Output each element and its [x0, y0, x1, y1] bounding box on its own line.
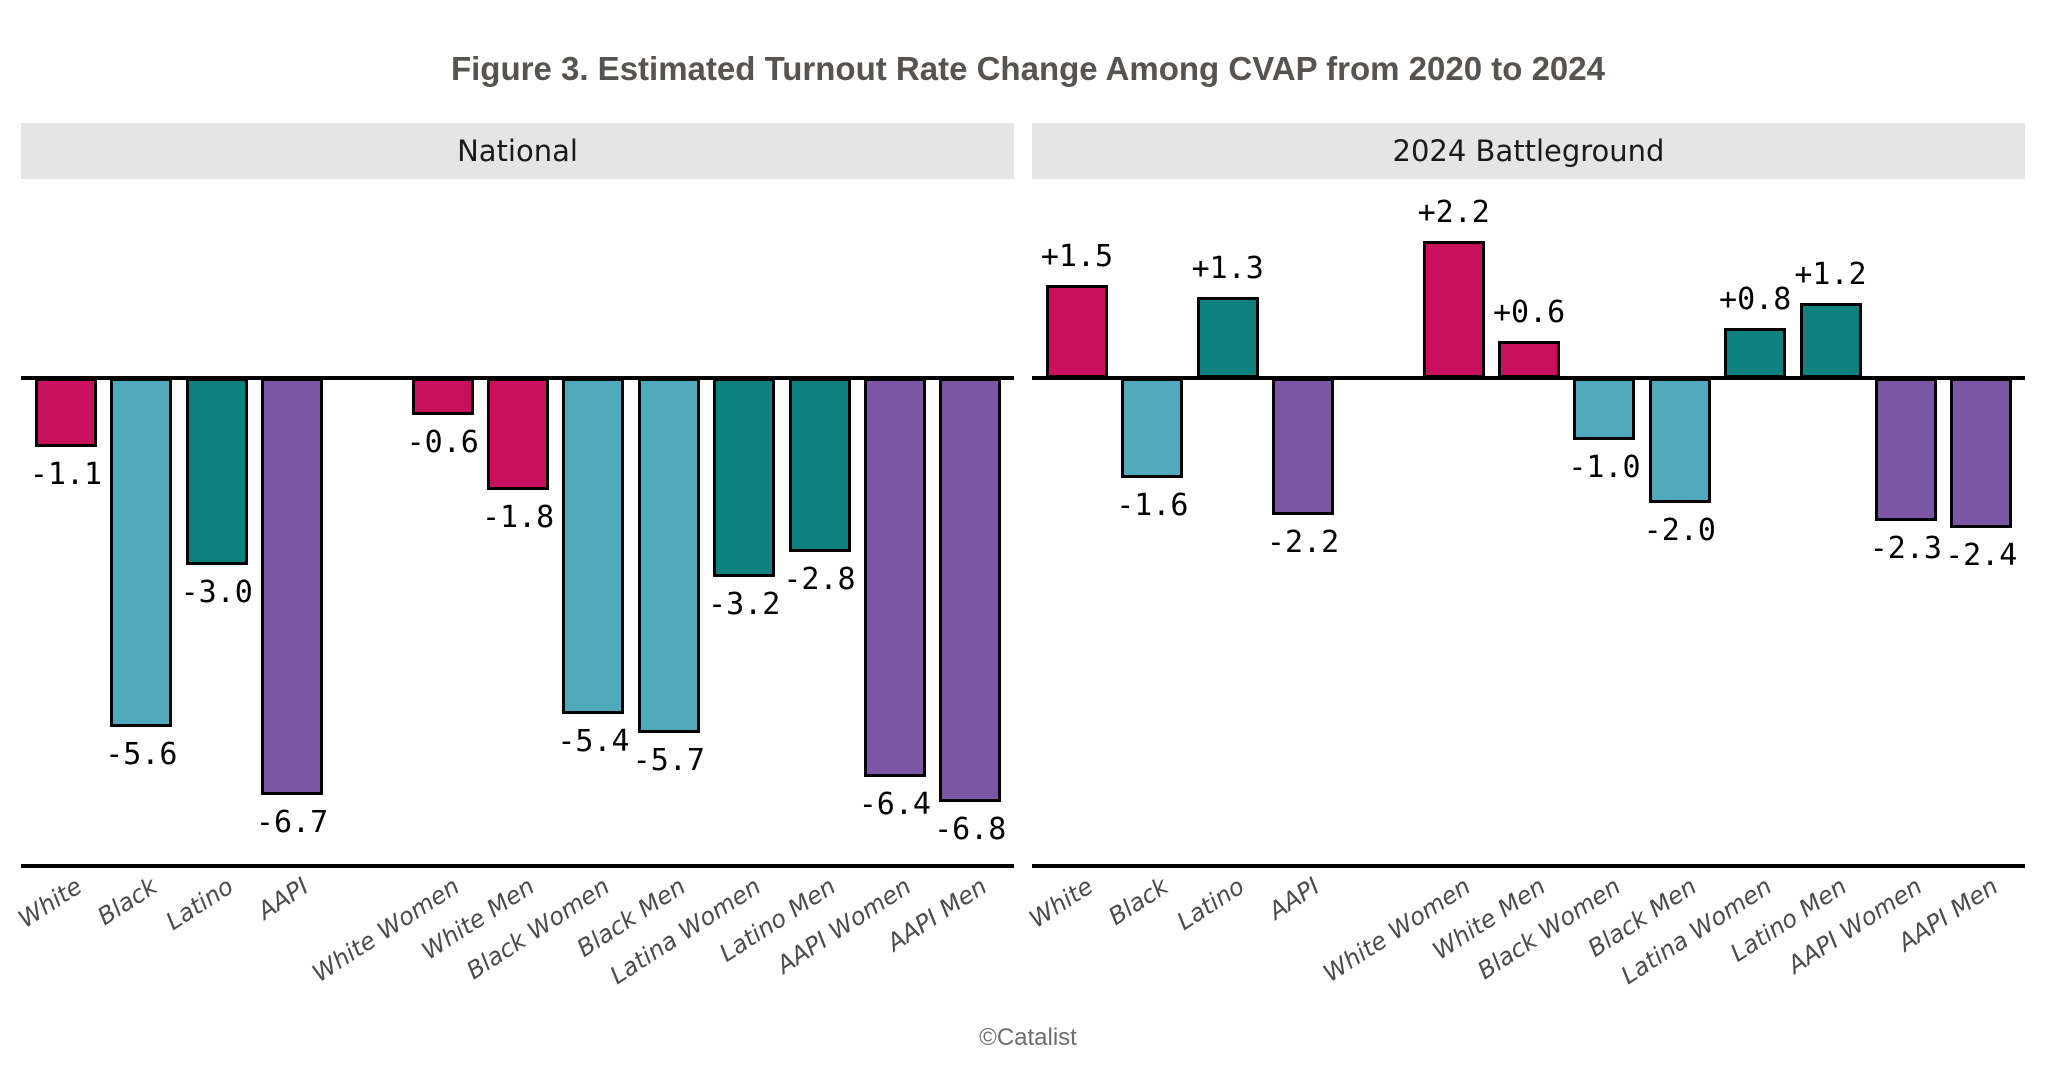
bar-aapi-women: [863, 378, 926, 777]
zero-line: [1032, 376, 2025, 380]
bar-white: [35, 378, 97, 447]
panel-battleground-header-label: 2024 Battleground: [1392, 134, 1665, 168]
axis-label-white: White: [13, 872, 88, 934]
zero-line: [21, 376, 1014, 380]
bar-latina-women: [713, 378, 776, 578]
bar-aapi-women: [1874, 378, 1937, 522]
bar-aapi-men: [939, 378, 1002, 802]
bar-aapi-men: [1950, 378, 2013, 528]
axis-label-aapi: AAPI: [1263, 872, 1325, 926]
bar-latino-men: [1799, 303, 1862, 378]
value-label-white-women: +2.2: [1417, 194, 1490, 230]
copyright-credit: ©Catalist: [979, 1024, 1077, 1051]
bar-white-women: [1422, 240, 1485, 378]
bar-black-women: [1573, 378, 1636, 441]
value-label-white-women: -0.6: [406, 425, 479, 461]
value-label-aapi: -6.7: [255, 805, 329, 841]
bar-white: [1046, 284, 1108, 378]
value-label-latino: +1.3: [1191, 251, 1264, 286]
bar-latina-women: [1724, 328, 1787, 378]
panel-battleground: 2024 Battleground +1.5 White -1.6 Black +1.3…: [1024, 0, 2025, 1082]
value-label-black: -5.6: [105, 736, 178, 772]
value-label-latino-men: +1.2: [1794, 257, 1867, 293]
axis-label-latino: Latino: [1171, 872, 1249, 936]
value-label-latina-women: +0.8: [1719, 282, 1792, 318]
bar-white-men: [1498, 340, 1561, 378]
axis-label-black: Black: [92, 872, 163, 931]
axis-label-white: White: [1024, 872, 1099, 934]
bar-white-men: [487, 378, 550, 491]
value-label-black-men: -2.0: [1643, 512, 1716, 548]
value-label-black-women: -5.4: [557, 724, 630, 760]
axis-label-latino: Latino: [160, 872, 238, 936]
axis-label-black: Black: [1103, 872, 1174, 931]
value-label-aapi: -2.2: [1266, 525, 1340, 561]
value-label-latino-men: -2.8: [783, 562, 856, 598]
plot-national: -1.1 White -5.6 Black -3.0 Latino -6.7 AAPI -0.6…: [13, 180, 1014, 990]
value-label-latino: -3.0: [180, 574, 253, 610]
value-label-aapi-men: -6.8: [934, 811, 1007, 847]
value-label-white-men: -1.8: [481, 500, 555, 536]
bar-black: [1121, 378, 1184, 478]
value-label-aapi-men: -2.4: [1945, 537, 2018, 573]
value-label-aapi-women: -2.3: [1869, 531, 1942, 567]
value-label-white: -1.1: [29, 456, 103, 492]
panel-national: National -1.1 White -5.6 Black -3.0 Latino -6.…: [13, 0, 1014, 1082]
bar-black: [110, 378, 173, 727]
value-label-black-women: -1.0: [1568, 450, 1641, 486]
bar-black-men: [637, 378, 700, 734]
panel-national-header: National: [21, 123, 1014, 179]
bar-latino-men: [788, 378, 851, 553]
bottom-axis-line: [21, 864, 1014, 868]
value-label-black-men: -5.7: [632, 743, 705, 779]
value-label-white-men: +0.6: [1492, 294, 1566, 330]
bottom-axis-line: [1032, 864, 2025, 868]
plot-battleground: +1.5 White -1.6 Black +1.3 Latino -2.2 AAPI +2.2…: [1024, 180, 2025, 990]
bar-aapi: [1272, 378, 1335, 516]
bar-white-women: [411, 378, 474, 416]
value-label-latina-women: -3.2: [708, 587, 781, 623]
axis-label-aapi: AAPI: [252, 872, 314, 926]
value-label-black: -1.6: [1116, 487, 1189, 523]
value-label-aapi-women: -6.4: [858, 786, 931, 822]
bar-black-men: [1648, 378, 1711, 503]
value-label-white: +1.5: [1040, 238, 1114, 274]
bar-latino: [1196, 297, 1259, 378]
bar-latino: [185, 378, 248, 565]
figure-title: Figure 3. Estimated Turnout Rate Change …: [450, 50, 1605, 87]
panel-battleground-header: 2024 Battleground: [1032, 123, 2025, 179]
bar-black-women: [562, 378, 625, 715]
panel-national-header-label: National: [457, 134, 578, 168]
bar-aapi: [261, 378, 324, 796]
